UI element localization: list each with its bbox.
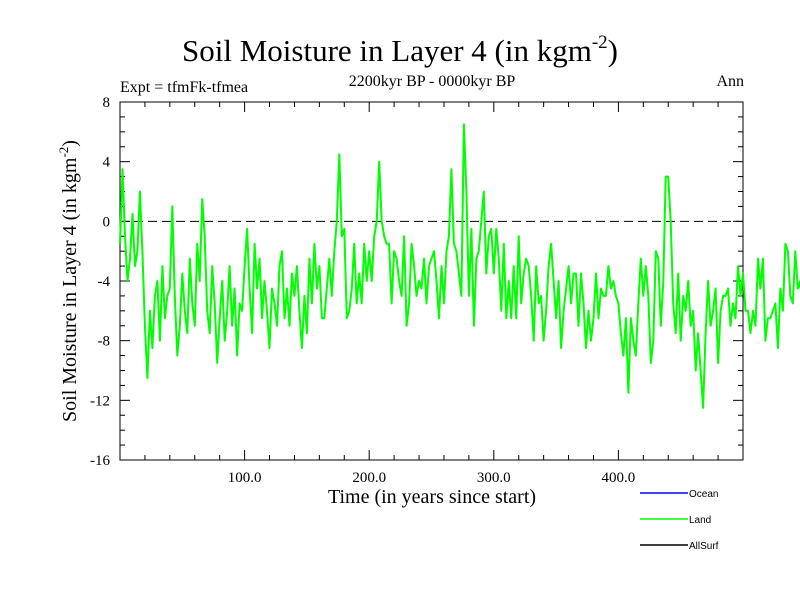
- x-tick-label: 400.0: [602, 470, 636, 486]
- x-axis-label: Time (in years since start): [328, 486, 536, 508]
- legend-label-allsurf: AllSurf: [689, 541, 719, 552]
- x-tick-label: 200.0: [352, 470, 386, 486]
- legend-label-land: Land: [689, 515, 711, 526]
- series-line-land: [119, 123, 800, 409]
- season-label: Ann: [716, 73, 744, 90]
- y-tick-label: -12: [90, 393, 110, 409]
- chart-subtitle: 2200kyr BP - 0000kyr BP: [349, 73, 516, 90]
- y-tick-label: 4: [103, 155, 111, 171]
- y-tick-label: -8: [98, 334, 111, 350]
- axis-tick-labels: 100.0 200.0 300.0 400.0 -16 -12 -8 -4 0 4 8: [90, 95, 635, 486]
- chart-title: Soil Moisture in Layer 4 (in kgm-2): [182, 32, 618, 68]
- y-tick-label: -4: [98, 274, 111, 290]
- series-group: [119, 123, 800, 409]
- y-tick-label: 0: [103, 214, 111, 230]
- x-tick-label: 100.0: [228, 470, 262, 486]
- y-tick-label: 8: [103, 95, 111, 111]
- experiment-label: Expt = tfmFk-tfmea: [120, 79, 248, 96]
- legend: Ocean Land AllSurf: [640, 489, 719, 552]
- y-axis-label: Soil Moisture in Layer 4 (in kgm-2): [56, 140, 81, 422]
- x-tick-label: 300.0: [477, 470, 511, 486]
- y-tick-label: -16: [90, 453, 110, 469]
- legend-label-ocean: Ocean: [689, 489, 718, 500]
